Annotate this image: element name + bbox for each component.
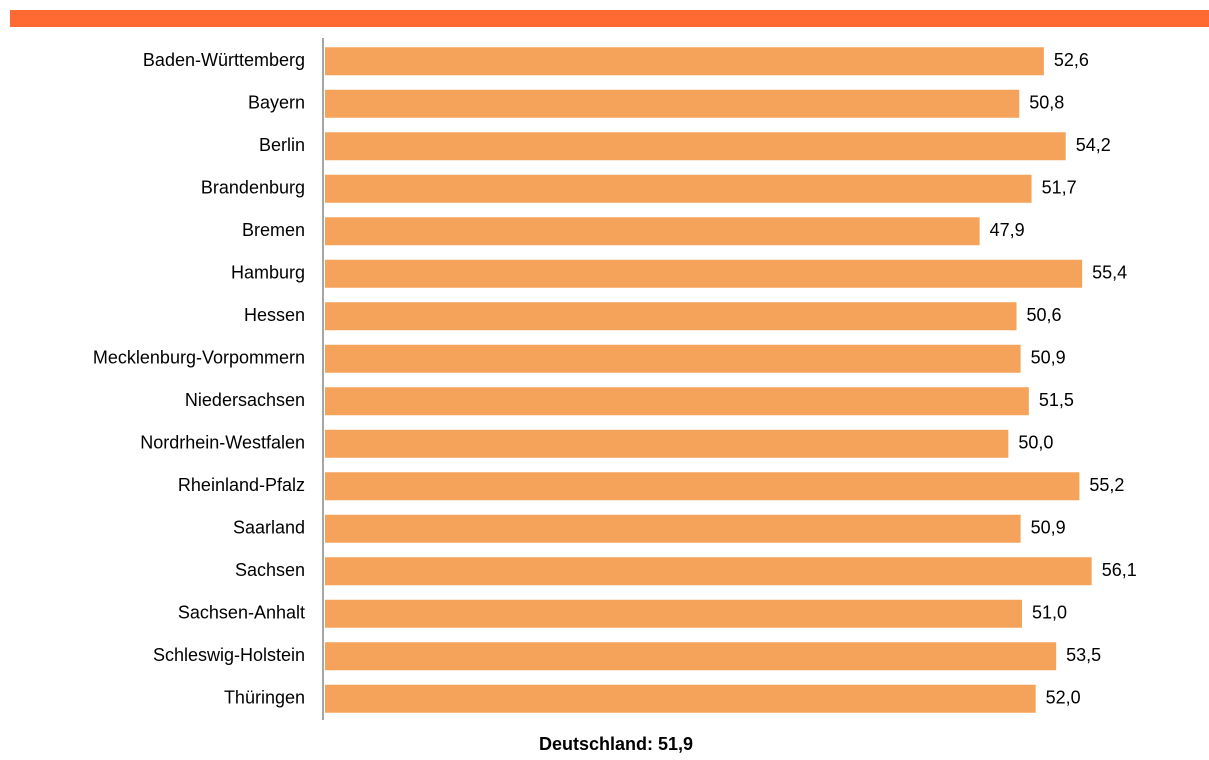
bar — [325, 47, 1044, 76]
bar — [325, 132, 1066, 161]
bar — [325, 642, 1057, 671]
bar — [325, 259, 1083, 288]
bar — [325, 429, 1009, 458]
value-label: 54,2 — [1076, 135, 1111, 155]
bar — [325, 344, 1021, 373]
bar — [325, 217, 980, 246]
category-label: Thüringen — [224, 688, 305, 708]
value-label: 47,9 — [990, 220, 1025, 240]
category-label: Rheinland-Pfalz — [178, 475, 305, 495]
value-label: 56,1 — [1102, 560, 1137, 580]
bar — [325, 89, 1020, 118]
category-label: Schleswig-Holstein — [153, 645, 305, 665]
bar — [325, 684, 1036, 713]
bar — [325, 174, 1032, 203]
value-label: 51,0 — [1032, 603, 1067, 623]
category-label: Sachsen-Anhalt — [178, 603, 305, 623]
category-label: Saarland — [233, 518, 305, 538]
bar — [325, 514, 1021, 543]
category-label: Hessen — [244, 305, 305, 325]
value-label: 51,5 — [1039, 390, 1074, 410]
value-label: 50,8 — [1029, 93, 1064, 113]
value-label: 55,2 — [1089, 475, 1124, 495]
category-label: Berlin — [259, 135, 305, 155]
category-label: Hamburg — [231, 263, 305, 283]
category-label: Sachsen — [235, 560, 305, 580]
value-label: 55,4 — [1092, 263, 1127, 283]
category-label: Mecklenburg-Vorpommern — [93, 348, 305, 368]
header-band — [10, 10, 1209, 27]
value-label: 51,7 — [1042, 178, 1077, 198]
category-label: Bayern — [248, 93, 305, 113]
annotation: Deutschland: 51,9 — [539, 734, 693, 754]
bar — [325, 472, 1080, 501]
bar — [325, 599, 1022, 628]
value-label: 50,6 — [1027, 305, 1062, 325]
category-label: Niedersachsen — [185, 390, 305, 410]
category-label: Nordrhein-Westfalen — [140, 433, 305, 453]
bar — [325, 387, 1029, 416]
value-label: 50,9 — [1031, 348, 1066, 368]
value-label: 52,0 — [1046, 688, 1081, 708]
value-label: 53,5 — [1066, 645, 1101, 665]
category-label: Brandenburg — [201, 178, 305, 198]
category-label: Baden-Württemberg — [143, 50, 305, 70]
value-label: 52,6 — [1054, 50, 1089, 70]
bar — [325, 557, 1092, 586]
value-label: 50,9 — [1031, 518, 1066, 538]
value-label: 50,0 — [1018, 433, 1053, 453]
bar — [325, 302, 1017, 331]
category-label: Bremen — [242, 220, 305, 240]
